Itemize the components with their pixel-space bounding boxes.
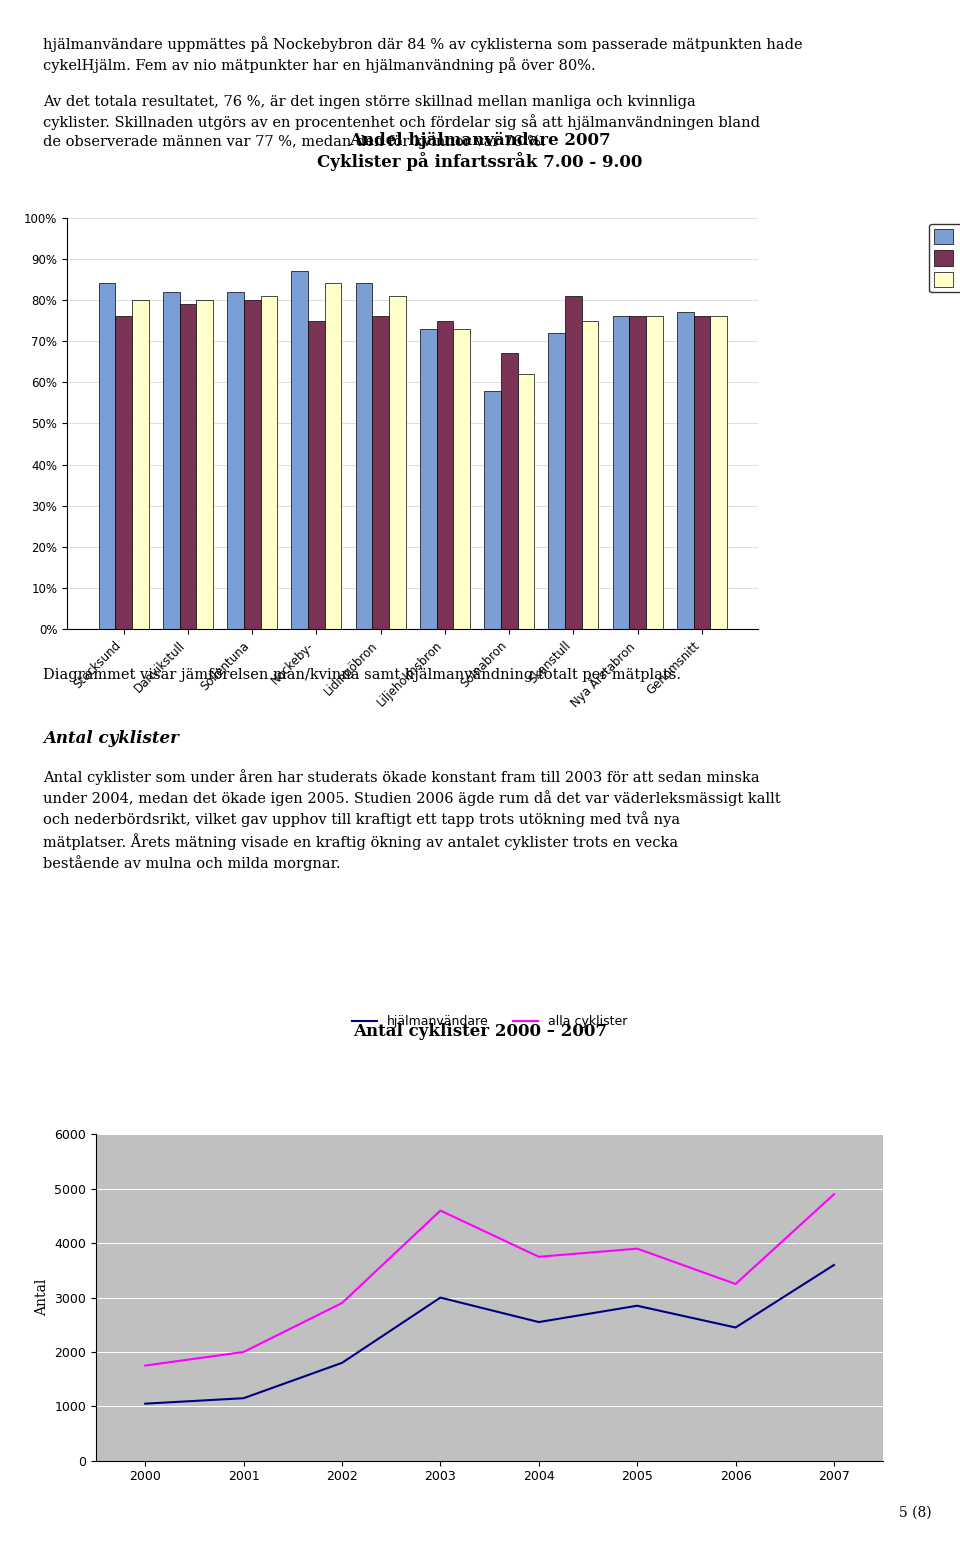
Bar [630,317,646,629]
Text: Andel hjälmanvändare 2007
Cyklister på infartssråk 7.00 - 9.00: Andel hjälmanvändare 2007 Cyklister på i… [318,132,642,171]
Bar [389,295,406,629]
Bar [565,295,582,629]
Bar [132,300,149,629]
Bar [115,317,132,629]
Bar [453,329,470,629]
Bar [548,333,565,629]
Bar [501,353,517,629]
Text: Antal cyklister som under åren har studerats ökade konstant fram till 2003 för a: Antal cyklister som under åren har stude… [43,769,780,870]
Y-axis label: Antal: Antal [35,1279,49,1316]
Bar [372,317,389,629]
Bar [355,283,372,629]
Legend: hjälmanvändare, alla cyklister: hjälmanvändare, alla cyklister [347,1010,633,1033]
Bar [228,292,244,629]
Bar [196,300,213,629]
Bar [163,292,180,629]
Text: hjälmanvändare uppmättes på Nockebybron där 84 % av cyklisterna som passerade mä: hjälmanvändare uppmättes på Nockebybron … [43,36,803,73]
Bar [180,305,196,629]
Bar [693,317,710,629]
Text: Antal cyklister 2000 – 2007: Antal cyklister 2000 – 2007 [353,1023,607,1040]
Bar [710,317,727,629]
Bar [99,283,115,629]
Bar [292,270,308,629]
Bar [420,329,437,629]
Text: Av det totala resultatet, 76 %, är det ingen större skillnad mellan manliga och : Av det totala resultatet, 76 %, är det i… [43,95,760,148]
Bar [260,295,277,629]
Bar [308,320,324,629]
Legend: män, kvinnor, total: män, kvinnor, total [929,224,960,292]
Bar [646,317,662,629]
Text: Diagrammet visar jämförelsen man/kvinna samt hjälmanvändning totalt per mätplats: Diagrammet visar jämförelsen man/kvinna … [43,668,682,682]
Bar [612,317,630,629]
Bar [677,312,693,629]
Bar [582,320,598,629]
Text: 5 (8): 5 (8) [899,1506,931,1520]
Bar [517,375,534,629]
Text: Antal cyklister: Antal cyklister [43,730,180,747]
Bar [484,390,501,629]
Bar [324,283,342,629]
Bar [437,320,453,629]
Bar [244,300,260,629]
